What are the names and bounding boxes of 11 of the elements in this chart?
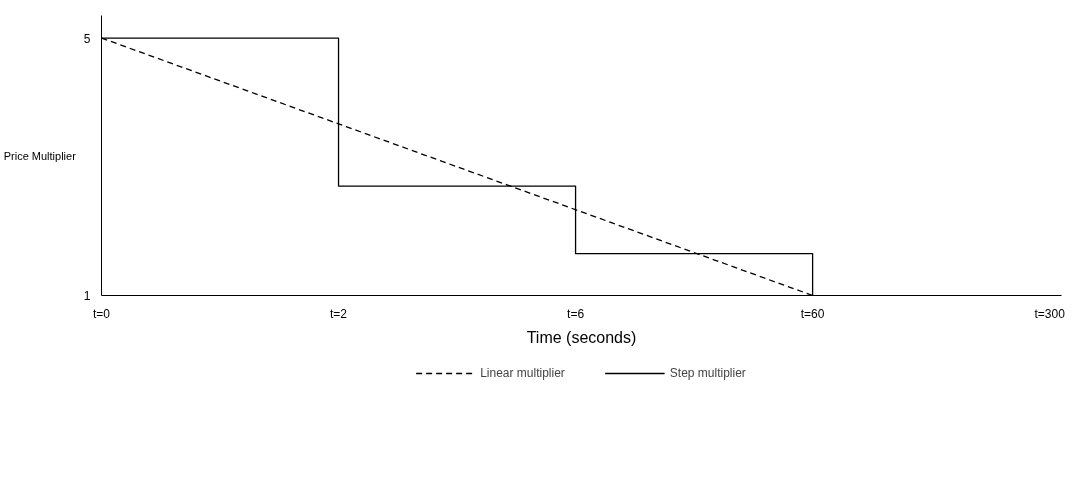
legend-label: Linear multiplier [480, 366, 565, 380]
x-tick-label: t=2 [330, 306, 348, 321]
x-tick-label: t=300 [1034, 306, 1066, 321]
x-tick-label: t=0 [92, 306, 111, 321]
x-tick-label: t=60 [800, 306, 825, 321]
y-tick-label: 1 [83, 289, 91, 303]
x-tick-label: t=6 [567, 306, 585, 321]
legend-label: Step multiplier [669, 366, 746, 380]
y-tick-label: 5 [83, 31, 91, 46]
y-axis-title: Price Multiplier [3, 149, 77, 162]
x-axis-title: Time (seconds) [526, 328, 637, 346]
